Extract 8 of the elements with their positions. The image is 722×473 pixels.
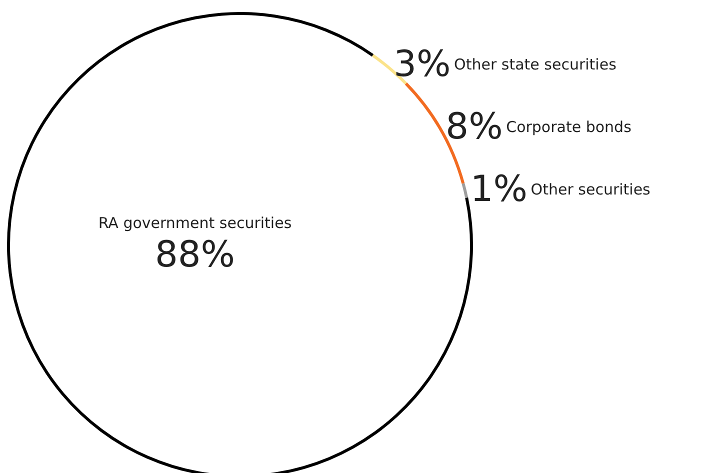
slice-label: Other securities (530, 180, 651, 198)
slice-label: Other state securities (454, 56, 617, 74)
data-label: 1% (470, 168, 528, 210)
slice-label: RA government securities (98, 214, 292, 232)
data-label: 88% (154, 234, 236, 276)
data-label: 8% (446, 106, 503, 148)
slice-label: Corporate bonds (506, 118, 632, 136)
data-label: 3% (394, 44, 451, 86)
